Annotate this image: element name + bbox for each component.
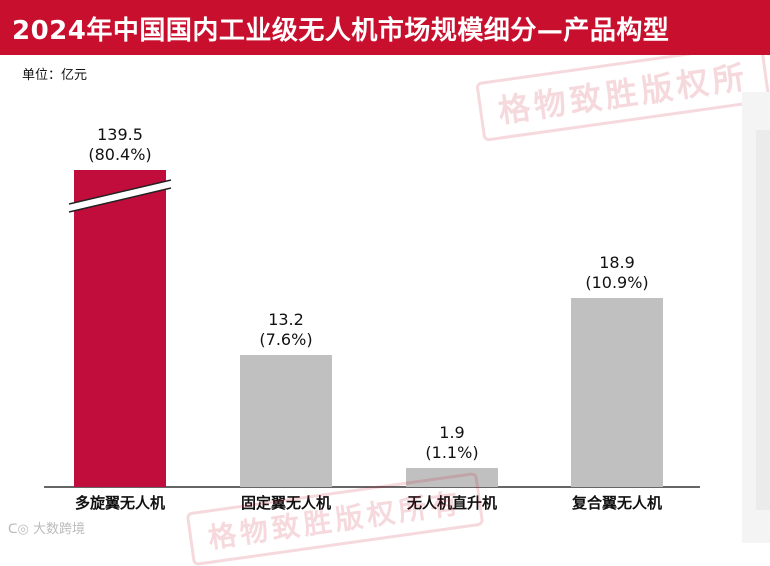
footer-logo: ᑕ◎ 大数跨境 xyxy=(8,518,85,537)
percent-label-3: (1.1%) xyxy=(425,443,478,462)
title-bar: 2024年中国国内工业级无人机市场规模细分—产品构型 xyxy=(0,0,770,55)
axis-break-mark xyxy=(68,179,172,213)
bar-4 xyxy=(571,298,663,487)
unit-label: 单位：亿元 xyxy=(22,68,88,83)
category-label-2: 固定翼无人机 xyxy=(241,494,331,512)
category-label-1: 多旋翼无人机 xyxy=(75,494,165,512)
percent-label-1: (80.4%) xyxy=(88,145,151,164)
bar-3 xyxy=(406,468,498,487)
logo-icon: ᑕ◎ xyxy=(8,522,29,537)
bar-chart: 139.5(80.4%) 多旋翼无人机 13.2(7.6%) 固定翼无人机 1.9(1.… xyxy=(44,125,700,512)
bar-1 xyxy=(74,170,166,487)
bar-2 xyxy=(240,355,332,487)
category-label-3: 无人机直升机 xyxy=(406,494,497,512)
right-panel-inner xyxy=(756,130,770,510)
percent-label-2: (7.6%) xyxy=(259,330,312,349)
percent-label-4: (10.9%) xyxy=(585,273,648,292)
value-label-2: 13.2 xyxy=(268,310,304,329)
category-label-4: 复合翼无人机 xyxy=(571,494,662,512)
value-label-1: 139.5 xyxy=(97,125,143,144)
page-title: 2024年中国国内工业级无人机市场规模细分—产品构型 xyxy=(12,16,670,46)
logo-text: 大数跨境 xyxy=(32,522,85,537)
right-side-panel xyxy=(742,92,770,543)
value-label-4: 18.9 xyxy=(599,253,635,272)
value-label-3: 1.9 xyxy=(439,423,464,442)
